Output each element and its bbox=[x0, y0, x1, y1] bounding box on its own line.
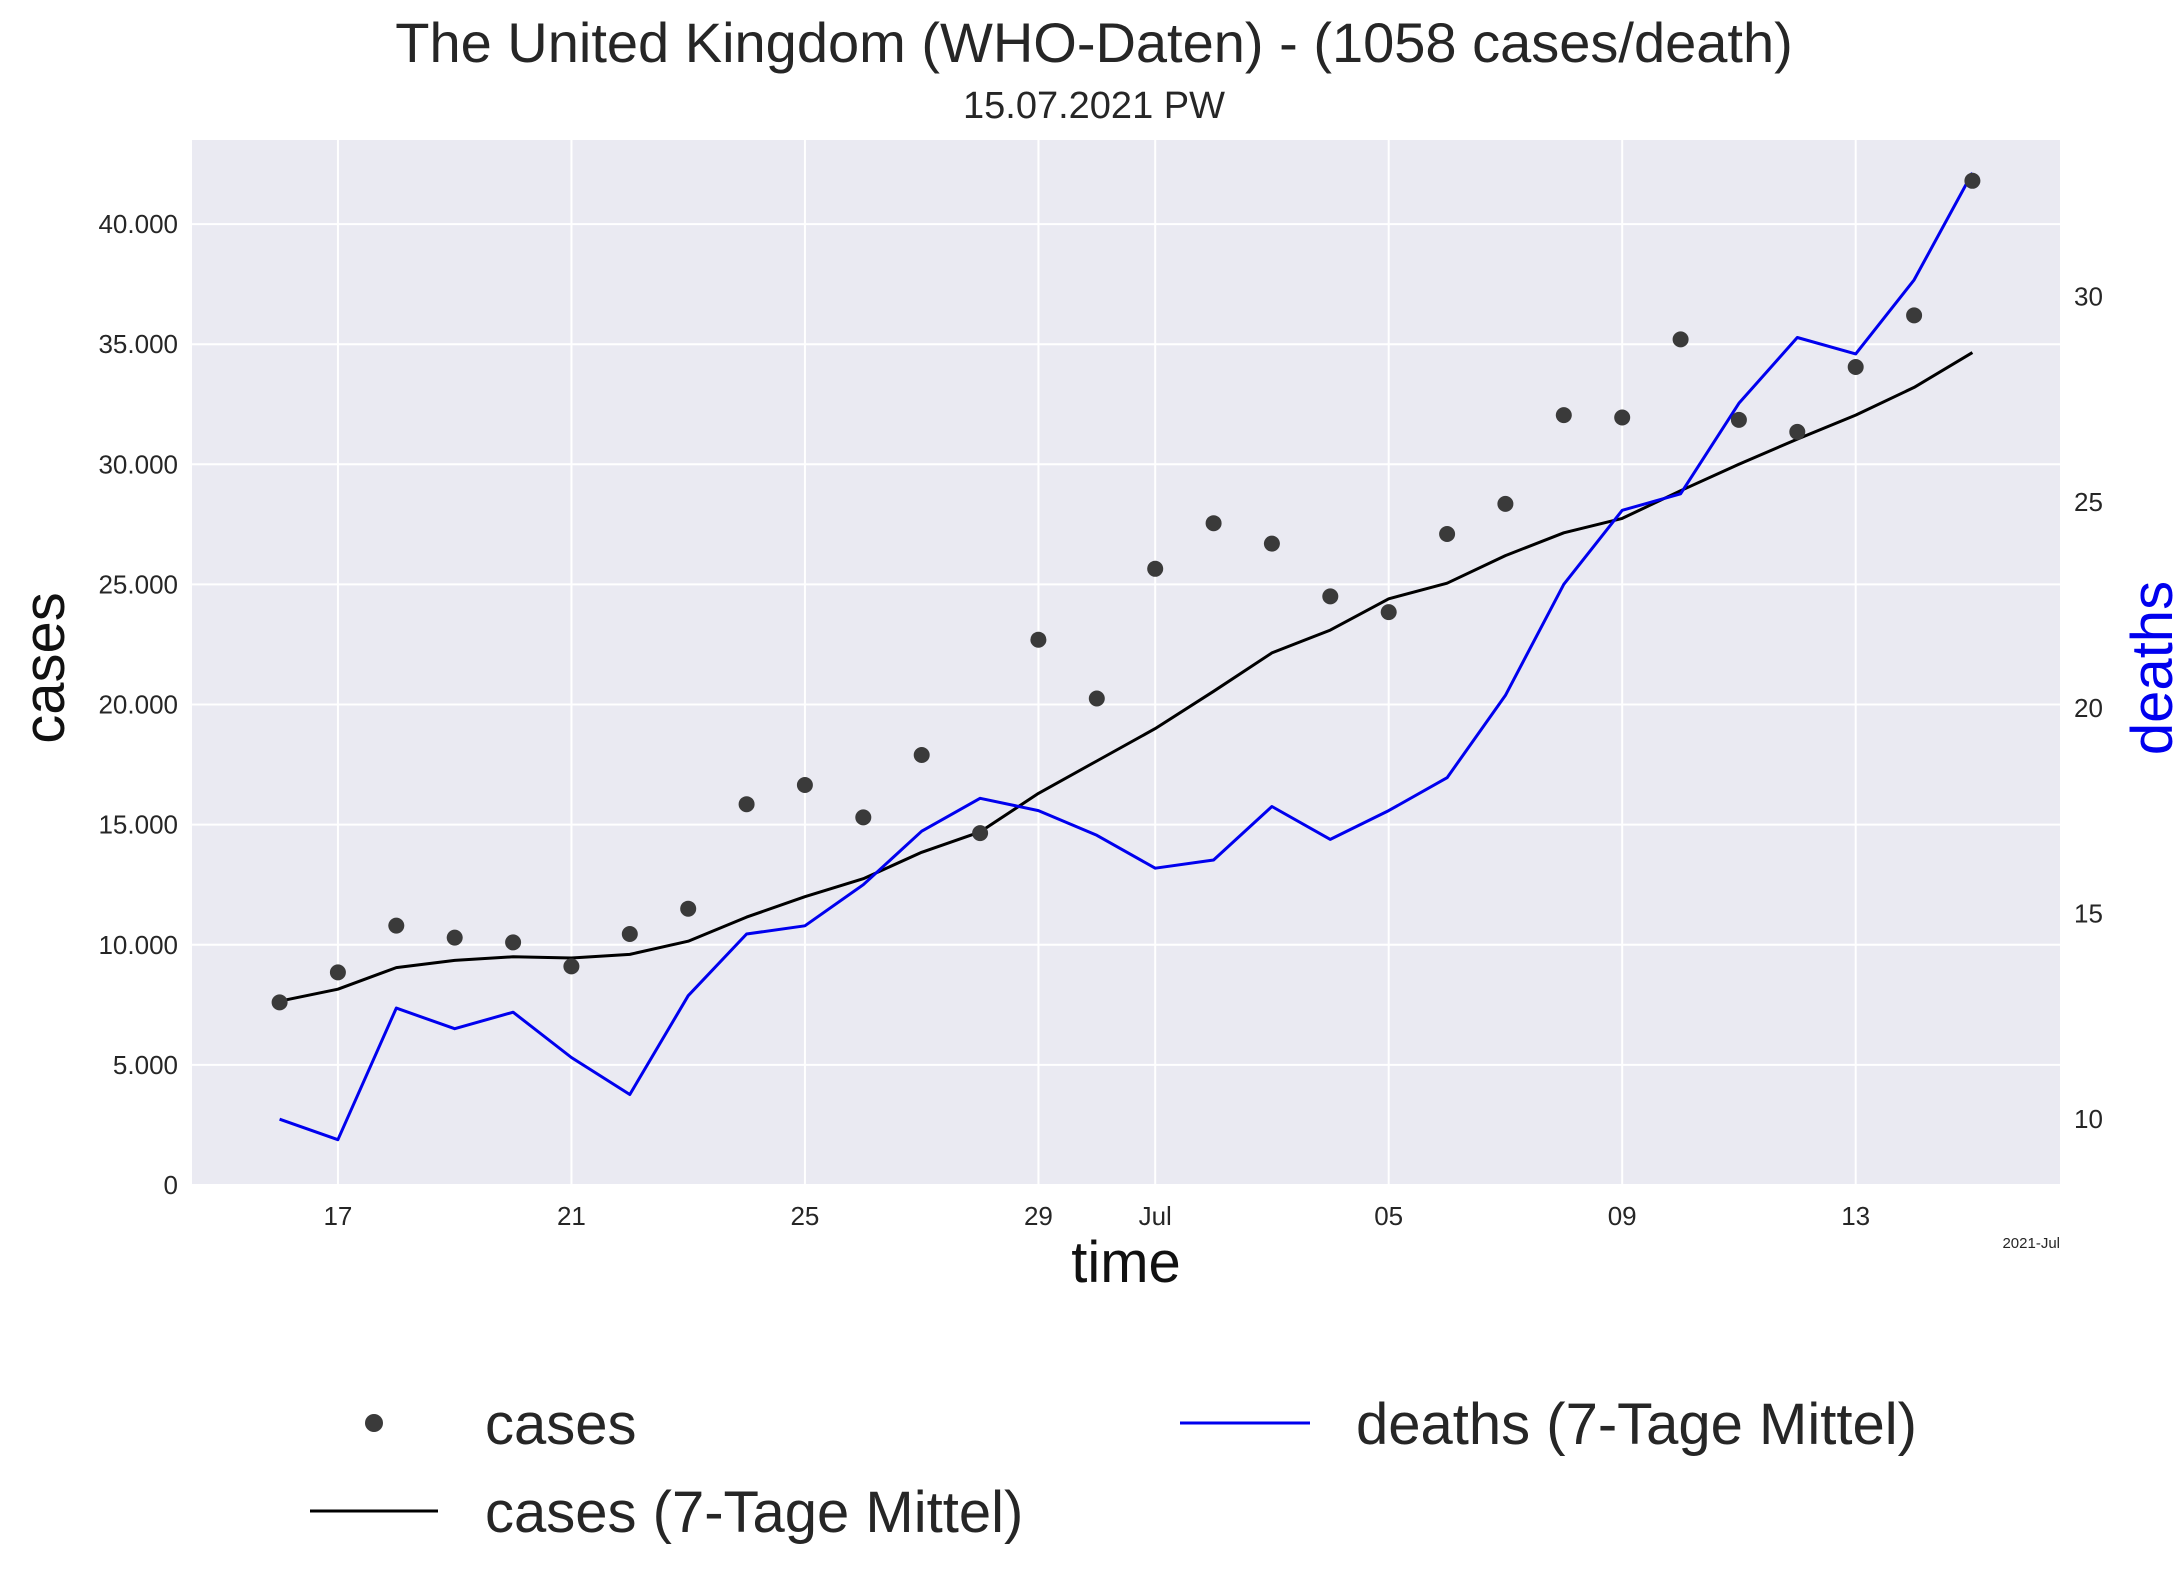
series-line-deaths-avg bbox=[279, 172, 1974, 1142]
tick-labels: 17 21 25 29 Jul 05 09 13 0 5.000 10.000 15.000 20.00… bbox=[98, 209, 2102, 1231]
x-axis-offset-label: 2021-Jul bbox=[2002, 1235, 2060, 1252]
y-tick-label: 25.000 bbox=[98, 569, 178, 599]
y2-tick-label: 25 bbox=[2074, 487, 2103, 517]
series-layer bbox=[271, 172, 1981, 1142]
cases-point bbox=[796, 777, 813, 793]
x-tick-label: 29 bbox=[1024, 1201, 1053, 1231]
y-axis-label: cases bbox=[12, 592, 77, 744]
cases-point bbox=[972, 825, 989, 842]
cases-point bbox=[1672, 331, 1689, 348]
cases-point bbox=[1614, 409, 1631, 426]
cases-point bbox=[1030, 631, 1047, 648]
cases-point bbox=[1439, 526, 1456, 542]
cases-point bbox=[1964, 172, 1981, 189]
cases-point bbox=[329, 964, 346, 981]
legend-label-deaths-avg: deaths (7-Tage Mittel) bbox=[1356, 1392, 1917, 1457]
cases-point bbox=[1263, 535, 1280, 552]
cases-point bbox=[621, 926, 638, 942]
y-tick-label: 40.000 bbox=[98, 209, 178, 239]
grid bbox=[192, 140, 2060, 1186]
cases-point bbox=[563, 958, 580, 975]
cases-point bbox=[913, 747, 930, 763]
cases-point bbox=[1789, 423, 1806, 440]
legend-label-cases-avg: cases (7-Tage Mittel) bbox=[485, 1480, 1023, 1545]
y2-tick-label: 10 bbox=[2074, 1104, 2103, 1134]
cases-point bbox=[738, 796, 755, 813]
x-tick-label: 21 bbox=[557, 1201, 586, 1231]
cases-point bbox=[446, 929, 463, 946]
legend-label-cases: cases bbox=[485, 1392, 637, 1457]
cases-point bbox=[271, 994, 288, 1011]
cases-point bbox=[1147, 560, 1164, 577]
cases-point bbox=[1380, 604, 1397, 621]
x-tick-label: Jul bbox=[1139, 1201, 1172, 1231]
y2-tick-label: 15 bbox=[2074, 898, 2103, 928]
y2-tick-label: 20 bbox=[2074, 693, 2103, 723]
legend: cases cases (7-Tage Mittel) deaths (7-Ta… bbox=[310, 1392, 1917, 1545]
x-axis-label: time bbox=[1071, 1230, 1181, 1295]
cases-point bbox=[1205, 515, 1222, 532]
cases-point bbox=[1847, 359, 1864, 375]
series-line-cases-avg bbox=[279, 351, 1974, 1003]
x-tick-label: 09 bbox=[1608, 1201, 1637, 1231]
y-tick-label: 0 bbox=[164, 1170, 178, 1200]
cases-point bbox=[388, 917, 405, 934]
cases-point bbox=[1088, 690, 1105, 707]
y-tick-label: 20.000 bbox=[98, 690, 178, 720]
cases-point bbox=[1906, 307, 1923, 324]
cases-point bbox=[505, 934, 522, 951]
plot-area bbox=[192, 140, 2060, 1185]
y-tick-label: 30.000 bbox=[98, 449, 178, 479]
cases-point bbox=[1322, 588, 1339, 605]
y-tick-label: 15.000 bbox=[98, 810, 178, 840]
y2-axis-label: deaths bbox=[2120, 581, 2180, 755]
x-tick-label: 05 bbox=[1374, 1201, 1403, 1231]
chart-title: The United Kingdom (WHO-Daten) - (1058 c… bbox=[395, 11, 1792, 74]
cases-point bbox=[855, 809, 872, 826]
cases-point bbox=[680, 900, 697, 917]
y-tick-label: 10.000 bbox=[98, 930, 178, 960]
chart-subtitle: 15.07.2021 PW bbox=[963, 85, 1225, 127]
y2-tick-label: 30 bbox=[2074, 281, 2103, 311]
x-tick-label: 13 bbox=[1841, 1201, 1870, 1231]
legend-marker-cases bbox=[365, 1414, 383, 1432]
y-tick-label: 35.000 bbox=[98, 329, 178, 359]
y-tick-label: 5.000 bbox=[113, 1050, 178, 1080]
cases-point bbox=[1555, 407, 1572, 424]
cases-point bbox=[1497, 495, 1514, 512]
x-tick-label: 17 bbox=[323, 1201, 352, 1231]
cases-point bbox=[1730, 411, 1747, 428]
x-tick-label: 25 bbox=[790, 1201, 819, 1231]
